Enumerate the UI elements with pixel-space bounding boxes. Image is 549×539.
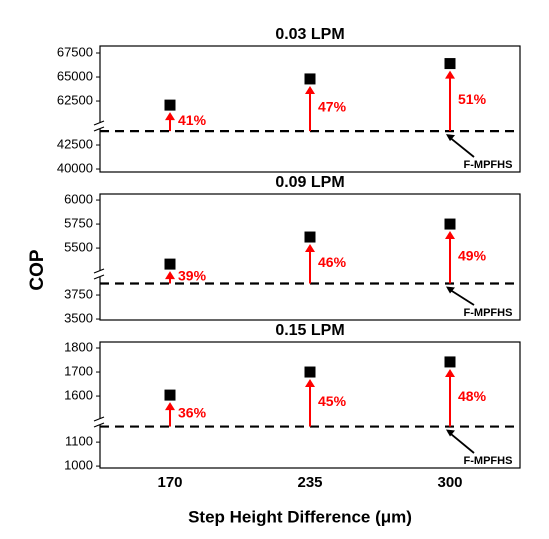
marker (304, 231, 316, 243)
improvement-label: 36% (178, 405, 207, 421)
y-axis-label: COP (27, 249, 48, 291)
improvement-arrow-head (165, 402, 175, 411)
panel-frame (99, 341, 521, 469)
panel-frame (99, 193, 521, 321)
x-tick-label: 300 (437, 474, 462, 491)
y-tick-label: 62500 (57, 92, 93, 107)
y-tick-label: 40000 (57, 160, 93, 175)
marker (304, 366, 316, 378)
improvement-arrow-head (305, 379, 315, 388)
y-tick-label: 3750 (64, 286, 93, 301)
baseline-label: F-MPFHS (464, 159, 513, 171)
axis-break (93, 416, 105, 422)
improvement-arrow-head (305, 244, 315, 253)
marker (444, 218, 456, 230)
y-tick-label: 65000 (57, 68, 93, 83)
improvement-arrow-head (305, 85, 315, 94)
improvement-arrow-head (445, 231, 455, 240)
improvement-arrow-head (445, 70, 455, 79)
baseline-label: F-MPFHS (464, 455, 513, 467)
baseline-pointer (447, 135, 475, 158)
x-axis-label: Step Height Difference (μm) (188, 507, 412, 526)
y-tick-label: 1800 (64, 339, 93, 354)
baseline-pointer-head (446, 429, 455, 437)
improvement-arrow-head (445, 368, 455, 377)
improvement-label: 39% (178, 268, 207, 284)
baseline-pointer (447, 430, 475, 454)
y-tick-label: 5750 (64, 215, 93, 230)
marker (164, 99, 176, 111)
marker (164, 258, 176, 270)
x-tick-label: 235 (297, 474, 322, 491)
baseline-pointer-head (446, 134, 455, 142)
marker (444, 356, 456, 368)
marker (304, 73, 316, 85)
axis-break-gap (94, 123, 104, 129)
y-tick-label: 1100 (65, 434, 93, 449)
axis-break (93, 422, 105, 428)
y-tick-label: 1600 (64, 387, 93, 402)
improvement-arrow-head (165, 112, 175, 121)
y-tick-label: 5500 (64, 240, 93, 255)
panel-frame (99, 45, 521, 173)
axis-break (93, 126, 105, 132)
improvement-label: 47% (318, 99, 347, 115)
improvement-arrow-head (165, 271, 175, 280)
y-tick-label: 67500 (57, 44, 93, 59)
marker (164, 389, 176, 401)
axis-break (93, 120, 105, 126)
improvement-label: 51% (458, 91, 487, 107)
y-tick-label: 3500 (64, 310, 93, 325)
panel-title: 0.09 LPM (275, 174, 344, 191)
improvement-label: 45% (318, 393, 347, 409)
baseline-pointer-head (446, 286, 455, 294)
y-tick-label: 6000 (64, 191, 93, 206)
x-tick-label: 170 (157, 474, 182, 491)
baseline-label: F-MPFHS (464, 307, 513, 319)
panel-title: 0.15 LPM (275, 322, 344, 339)
y-tick-label: 1000 (64, 458, 93, 473)
axis-break (93, 274, 105, 280)
improvement-label: 48% (458, 388, 487, 404)
y-tick-label: 42500 (57, 136, 93, 151)
axis-break-gap (94, 271, 104, 277)
axis-break (93, 268, 105, 274)
y-tick-label: 1700 (64, 363, 93, 378)
marker (444, 58, 456, 70)
baseline-pointer (447, 287, 475, 306)
panel-title: 0.03 LPM (275, 26, 344, 43)
improvement-label: 49% (458, 247, 487, 263)
improvement-label: 41% (178, 112, 207, 128)
improvement-label: 46% (318, 254, 347, 270)
axis-break-gap (94, 419, 104, 425)
